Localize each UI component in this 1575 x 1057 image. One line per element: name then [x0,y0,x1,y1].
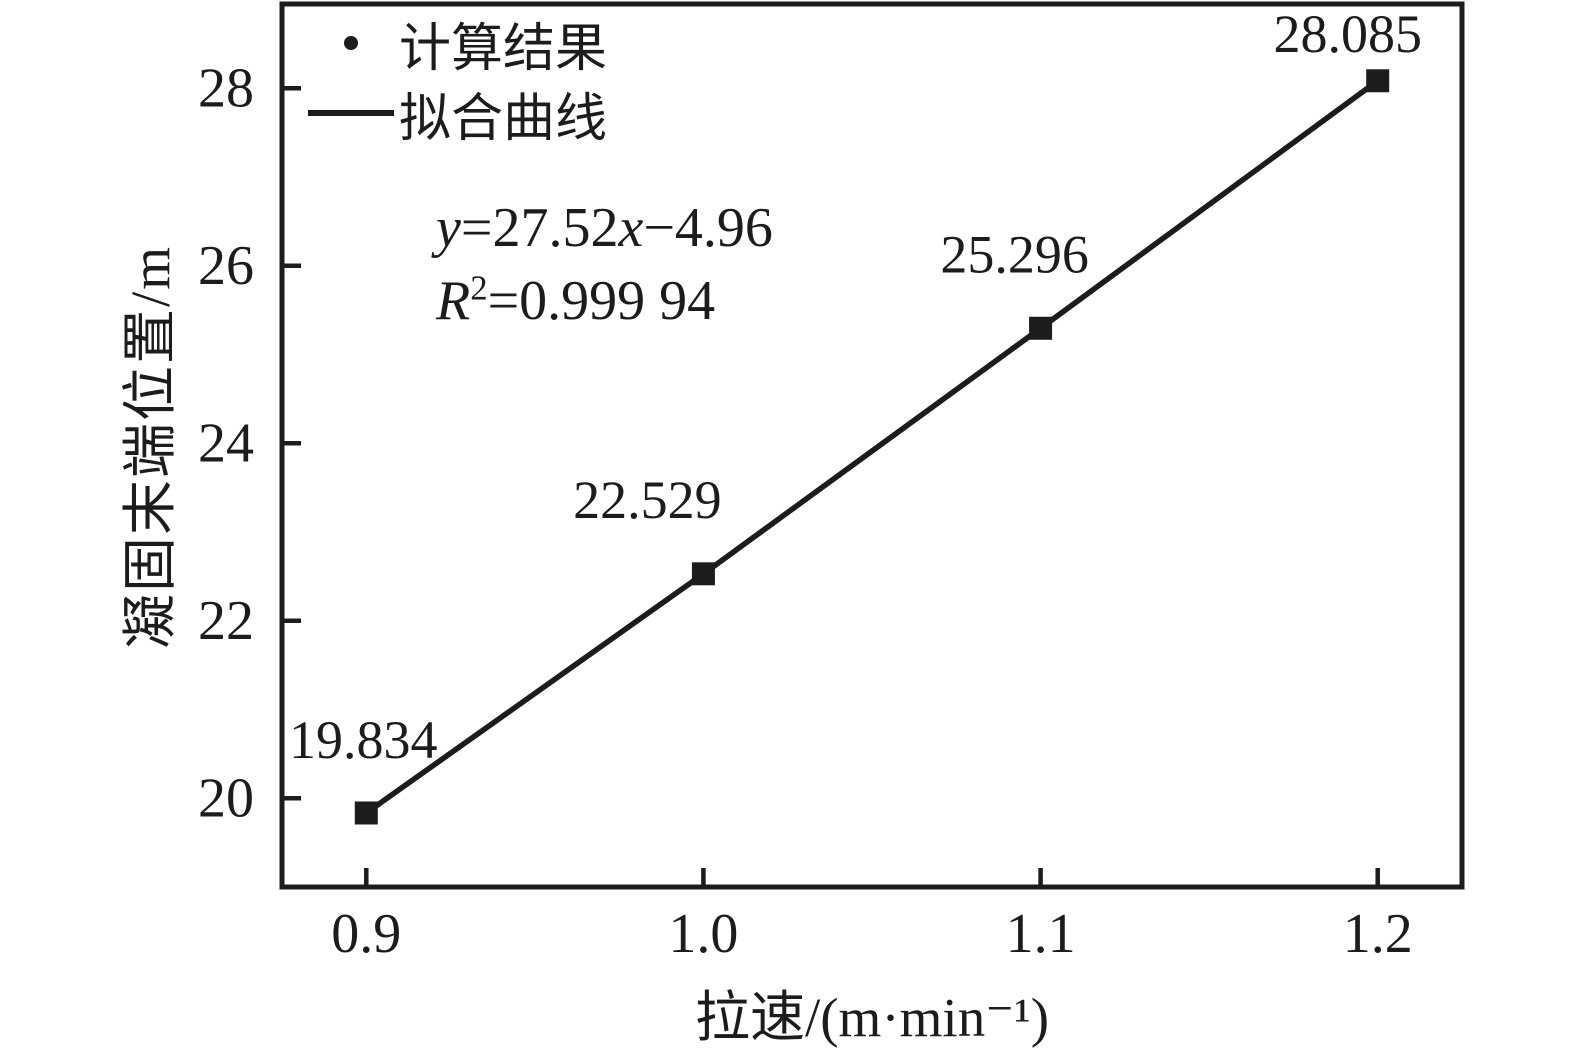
x-tick-label: 1.2 [1343,903,1413,965]
data-point-marker [1029,316,1053,340]
fit-r-squared: R2=0.999 94 [436,268,716,332]
data-point-label: 19.834 [289,710,438,770]
y-tick-label: 28 [198,57,254,119]
data-point-label: 25.296 [940,224,1089,284]
x-tick-label: 1.0 [668,903,738,965]
line-marker-icon [308,110,394,116]
x-tick-label: 0.9 [331,903,401,965]
x-axis-title: 拉速/(m·min⁻¹) [694,987,1050,1048]
y-tick-label: 26 [198,235,254,297]
legend-label-fitted-curve: 拟合曲线 [399,90,608,148]
dot-marker-icon [344,36,358,50]
legend-item-fitted-curve: 拟合曲线 [303,78,607,148]
data-point-marker [1366,69,1390,93]
fit-annotation: y=27.52x−4.96 R2=0.999 94 [436,192,773,338]
legend: 计算结果 拟合曲线 [303,8,607,148]
legend-label-calculated-results: 计算结果 [399,20,608,78]
data-point-marker [691,562,715,586]
legend-item-calculated-results: 计算结果 [303,8,607,78]
data-point-label: 28.085 [1273,4,1422,64]
fit-line [364,78,1380,816]
data-point-marker [354,801,378,825]
fit-equation: y=27.52x−4.96 [436,197,773,259]
y-tick-label: 22 [198,590,254,652]
y-tick-label: 24 [198,412,254,474]
x-tick-label: 1.1 [1006,903,1076,965]
y-tick-label: 20 [198,767,254,829]
axes-frame [279,1,1465,890]
data-point-label: 22.529 [573,470,722,530]
y-axis-title: 凝固末端位置/m [120,244,181,650]
